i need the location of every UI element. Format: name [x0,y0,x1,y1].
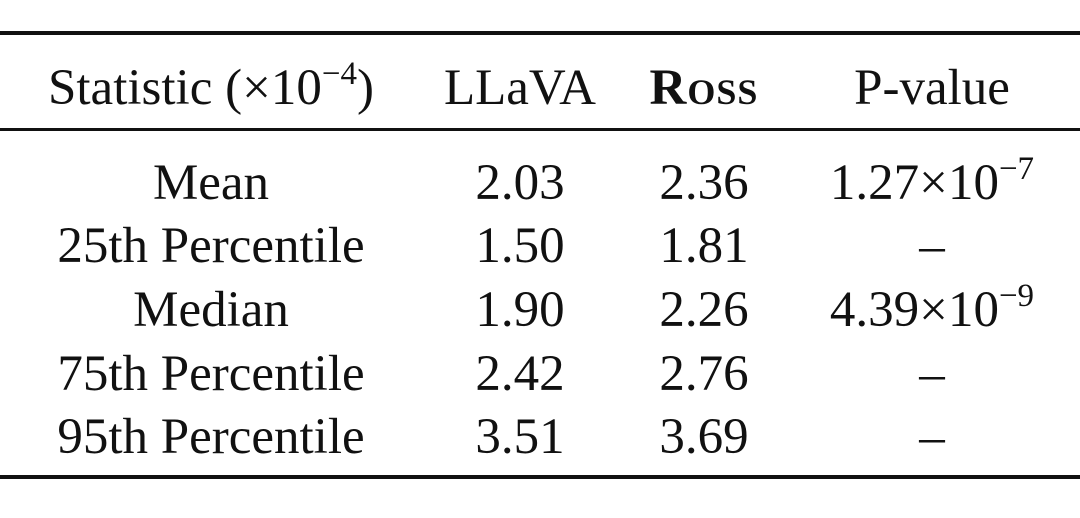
header-statistic: Statistic (×10−4) [48,58,374,116]
row-statistic: Median [133,282,289,338]
row-ross-value: 2.76 [659,346,749,402]
row-pvalue: 1.27×10−7 [829,153,1034,211]
header-llava: LLaVA [443,60,597,116]
header-statistic-close: ) [356,60,374,116]
row-llava-value: 1.50 [475,218,565,274]
row-llava-value: 1.90 [475,282,565,338]
row-statistic: 25th Percentile [57,218,365,274]
row-llava-value: 2.03 [475,155,565,211]
bottom-rule [0,475,1080,479]
pvalue-base: – [919,409,945,465]
row-ross-value: 1.81 [659,218,749,274]
header-statistic-scale: ×10 [242,60,322,116]
row-statistic: 75th Percentile [57,346,365,402]
row-pvalue: – [919,349,945,400]
header-statistic-exponent: −4 [321,56,357,92]
row-pvalue: 4.39×10−9 [829,280,1034,338]
header-statistic-label: Statistic ( [48,60,243,116]
row-llava-value: 2.42 [475,346,565,402]
pvalue-base: 4.39×10 [829,282,999,338]
row-llava-value: 3.51 [475,409,565,465]
row-pvalue: – [919,221,945,272]
pvalue-exponent: −9 [998,278,1035,314]
top-rule [0,31,1080,35]
pvalue-exponent: −7 [998,151,1035,187]
row-ross-value: 2.36 [659,155,749,211]
row-pvalue: – [919,412,945,463]
pvalue-base: – [919,218,945,274]
row-ross-value: 2.26 [659,282,749,338]
pvalue-base: – [919,346,945,402]
header-ross: Ross [649,60,759,116]
row-statistic: 95th Percentile [57,409,365,465]
row-ross-value: 3.69 [659,409,749,465]
header-pvalue: P-value [854,60,1010,116]
header-rule [0,128,1080,131]
row-statistic: Mean [152,155,270,211]
pvalue-base: 1.27×10 [829,155,999,211]
